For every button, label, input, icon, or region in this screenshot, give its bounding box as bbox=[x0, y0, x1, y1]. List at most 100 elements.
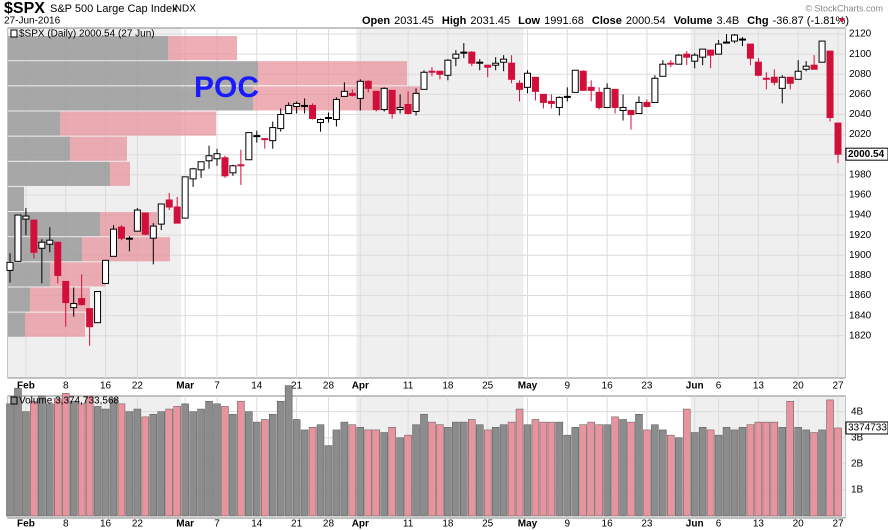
volume-bar bbox=[452, 421, 460, 517]
x-tick-label: 16 bbox=[100, 519, 112, 530]
volume-bar bbox=[826, 399, 834, 517]
volume-bar bbox=[117, 403, 126, 517]
quote-value: 1991.68 bbox=[544, 15, 584, 27]
y-tick-label: 1940 bbox=[849, 210, 872, 221]
volume-bar bbox=[388, 427, 396, 517]
vbp-up bbox=[8, 161, 110, 186]
candle-body bbox=[627, 109, 635, 115]
candle-body bbox=[444, 59, 452, 76]
candle-body bbox=[731, 34, 738, 42]
candle-body bbox=[229, 165, 237, 174]
quote-label: Open bbox=[362, 15, 390, 27]
candle-body bbox=[794, 70, 802, 80]
volume-bar bbox=[794, 427, 802, 517]
volume-bar bbox=[468, 419, 476, 517]
y-tick-label: 2080 bbox=[849, 69, 872, 80]
vbp-down bbox=[60, 111, 216, 136]
candle-body bbox=[476, 61, 484, 64]
volume-bar bbox=[810, 432, 818, 517]
candle-body bbox=[78, 298, 86, 306]
volume-bar bbox=[380, 432, 388, 517]
candle-body bbox=[428, 70, 436, 73]
volume-bar bbox=[515, 408, 524, 517]
candle-body bbox=[826, 50, 834, 119]
index-name: S&P 500 Large Cap Index bbox=[50, 3, 178, 15]
volume-bar bbox=[245, 411, 253, 517]
candle-body bbox=[436, 70, 444, 75]
volume-bar bbox=[834, 427, 842, 517]
x-tick-label: 25 bbox=[482, 519, 494, 530]
candle-body bbox=[38, 241, 46, 249]
volume-bar bbox=[627, 421, 635, 517]
candle-body bbox=[707, 49, 715, 56]
volume-bar bbox=[667, 434, 675, 517]
volume-bar bbox=[316, 424, 325, 517]
candle-body bbox=[261, 138, 269, 141]
month-shade bbox=[690, 28, 845, 378]
x-tick-label: 16 bbox=[602, 519, 614, 530]
candle-body bbox=[277, 113, 285, 130]
x-tick-label: 14 bbox=[251, 519, 263, 530]
volume-bar bbox=[284, 385, 293, 517]
candle-body bbox=[516, 82, 524, 90]
candle-body bbox=[539, 93, 547, 103]
vol-tick-label: 2B bbox=[851, 458, 864, 469]
volume-bar bbox=[746, 424, 755, 517]
volume-bar bbox=[77, 403, 86, 517]
candle-body bbox=[643, 101, 651, 107]
volume-bar bbox=[149, 414, 158, 517]
volume-bar bbox=[189, 411, 197, 517]
volume-bar bbox=[300, 429, 309, 517]
volume-bar bbox=[587, 421, 595, 517]
volume-bar bbox=[818, 429, 826, 517]
quote-value: 2031.45 bbox=[470, 15, 510, 27]
candle-body bbox=[149, 225, 157, 239]
volume-bar bbox=[547, 421, 556, 517]
candle-body bbox=[404, 103, 412, 114]
volume-bar bbox=[682, 408, 691, 517]
candle-body bbox=[173, 206, 181, 224]
volume-bar bbox=[133, 408, 142, 517]
y-tick-label: 1860 bbox=[849, 290, 872, 301]
volume-bar bbox=[738, 427, 747, 517]
quote-label: Close bbox=[592, 15, 622, 27]
vbp-up bbox=[8, 312, 25, 337]
date: 27-Jun-2016 bbox=[4, 16, 61, 27]
candle-body bbox=[675, 54, 683, 65]
candle-body bbox=[6, 261, 14, 271]
quote-label: Chg bbox=[747, 15, 768, 27]
symbol: $SPX bbox=[4, 0, 45, 17]
vbp-down bbox=[168, 36, 237, 61]
x-tick-label: 23 bbox=[641, 519, 653, 530]
candle-body bbox=[181, 176, 189, 219]
volume-bar bbox=[181, 403, 189, 517]
volume-bar bbox=[675, 437, 683, 517]
candle-body bbox=[484, 64, 492, 68]
quote-label: Low bbox=[518, 15, 540, 27]
candle-body bbox=[492, 62, 500, 66]
credit: © StockCharts.com bbox=[805, 3, 883, 13]
candle-body bbox=[125, 237, 133, 240]
volume-bar bbox=[786, 400, 794, 517]
volume-bar bbox=[61, 393, 70, 517]
volume-bar bbox=[595, 424, 603, 517]
candle-body bbox=[269, 127, 277, 142]
candle-body bbox=[810, 64, 818, 70]
vbp-down bbox=[110, 161, 130, 186]
candle-body bbox=[555, 96, 563, 108]
candle-body bbox=[635, 101, 643, 114]
candle-body bbox=[245, 132, 253, 161]
candle-body bbox=[500, 58, 508, 63]
volume-bar bbox=[778, 427, 787, 517]
volume-bar bbox=[109, 398, 118, 517]
vbp-down bbox=[258, 61, 407, 86]
quote-value: 2000.54 bbox=[626, 15, 666, 27]
candle-body bbox=[468, 51, 476, 64]
x-tick-label: 16 bbox=[100, 381, 112, 392]
x-tick-label: Apr bbox=[352, 381, 369, 392]
vol-tick-label: 1B bbox=[851, 485, 864, 496]
volume-bar bbox=[157, 411, 166, 517]
down-arrow bbox=[839, 18, 845, 23]
candle-body bbox=[762, 77, 770, 80]
vol-tick-label: 3B bbox=[851, 432, 864, 443]
